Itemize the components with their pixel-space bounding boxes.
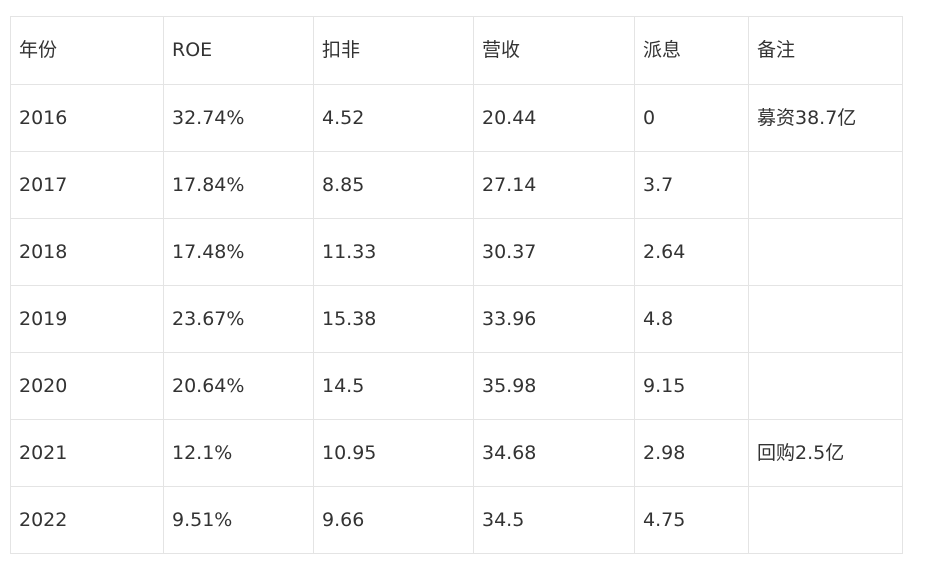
table-cell-dividend: 2.98 (634, 419, 749, 487)
table-row: 2021 12.1% 10.95 34.68 2.98 回购2.5亿 (10, 419, 903, 487)
table-cell-year: 2020 (10, 352, 164, 420)
header-cell-roe: ROE (163, 16, 314, 85)
table-cell-revenue: 35.98 (473, 352, 635, 420)
table-cell-remarks: 回购2.5亿 (748, 419, 903, 487)
table-row: 2017 17.84% 8.85 27.14 3.7 (10, 151, 903, 219)
table-row: 2022 9.51% 9.66 34.5 4.75 (10, 486, 903, 554)
table-cell-remarks (748, 218, 903, 286)
table-cell-revenue: 34.68 (473, 419, 635, 487)
table-cell-net-profit-deducted: 8.85 (313, 151, 474, 219)
table-cell-net-profit-deducted: 10.95 (313, 419, 474, 487)
table-cell-year: 2017 (10, 151, 164, 219)
header-cell-revenue: 营收 (473, 16, 635, 85)
table-row: 2019 23.67% 15.38 33.96 4.8 (10, 285, 903, 353)
header-cell-dividend: 派息 (634, 16, 749, 85)
table-cell-roe: 17.84% (163, 151, 314, 219)
table-cell-year: 2016 (10, 84, 164, 152)
table-cell-revenue: 33.96 (473, 285, 635, 353)
data-table-container: 年份 ROE 扣非 营收 派息 备注 2016 32.74% 4.52 20.4… (10, 16, 903, 554)
table-cell-net-profit-deducted: 14.5 (313, 352, 474, 420)
table-cell-revenue: 34.5 (473, 486, 635, 554)
table-cell-net-profit-deducted: 9.66 (313, 486, 474, 554)
table-cell-dividend: 0 (634, 84, 749, 152)
table-row: 2018 17.48% 11.33 30.37 2.64 (10, 218, 903, 286)
table-cell-net-profit-deducted: 11.33 (313, 218, 474, 286)
table-cell-roe: 32.74% (163, 84, 314, 152)
table-row: 2020 20.64% 14.5 35.98 9.15 (10, 352, 903, 420)
table-cell-roe: 17.48% (163, 218, 314, 286)
table-row: 2016 32.74% 4.52 20.44 0 募资38.7亿 (10, 84, 903, 152)
table-cell-remarks: 募资38.7亿 (748, 84, 903, 152)
table-cell-year: 2021 (10, 419, 164, 487)
table-cell-revenue: 20.44 (473, 84, 635, 152)
financial-data-table: 年份 ROE 扣非 营收 派息 备注 2016 32.74% 4.52 20.4… (10, 16, 903, 554)
table-cell-roe: 20.64% (163, 352, 314, 420)
table-cell-dividend: 4.8 (634, 285, 749, 353)
table-cell-dividend: 2.64 (634, 218, 749, 286)
header-cell-year: 年份 (10, 16, 164, 85)
header-cell-net-profit-deducted: 扣非 (313, 16, 474, 85)
table-cell-net-profit-deducted: 15.38 (313, 285, 474, 353)
table-cell-dividend: 4.75 (634, 486, 749, 554)
table-cell-year: 2018 (10, 218, 164, 286)
table-cell-revenue: 30.37 (473, 218, 635, 286)
header-cell-remarks: 备注 (748, 16, 903, 85)
table-cell-year: 2019 (10, 285, 164, 353)
table-cell-remarks (748, 352, 903, 420)
table-cell-roe: 23.67% (163, 285, 314, 353)
table-cell-dividend: 9.15 (634, 352, 749, 420)
table-cell-remarks (748, 151, 903, 219)
table-header-row: 年份 ROE 扣非 营收 派息 备注 (10, 16, 903, 85)
table-cell-net-profit-deducted: 4.52 (313, 84, 474, 152)
table-cell-roe: 12.1% (163, 419, 314, 487)
table-cell-dividend: 3.7 (634, 151, 749, 219)
table-cell-roe: 9.51% (163, 486, 314, 554)
table-cell-revenue: 27.14 (473, 151, 635, 219)
table-cell-remarks (748, 285, 903, 353)
table-cell-remarks (748, 486, 903, 554)
table-cell-year: 2022 (10, 486, 164, 554)
